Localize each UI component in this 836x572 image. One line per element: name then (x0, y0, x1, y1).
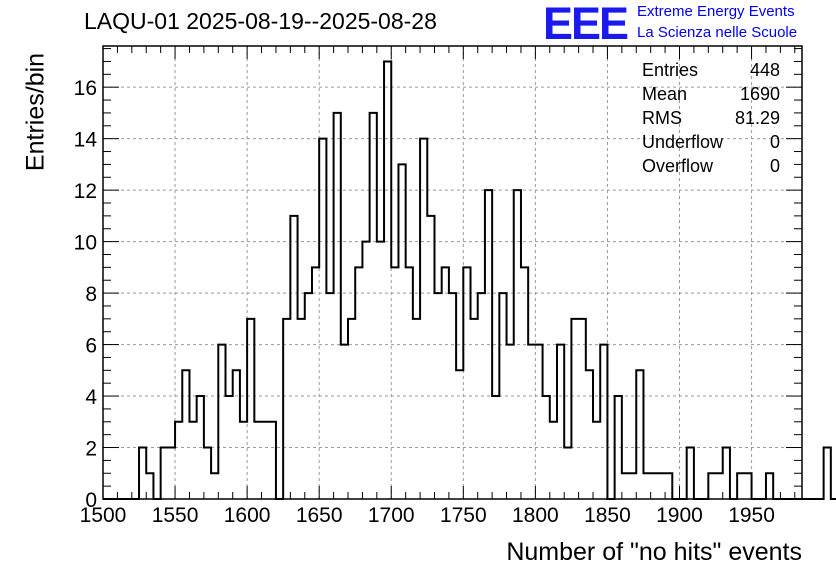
y-tick-label: 2 (85, 438, 97, 461)
y-tick-label: 12 (74, 180, 97, 203)
stats-box: Entries 448 Mean 1690 RMS 81.29 Underflo… (642, 58, 780, 178)
stat-entries-label: Entries (642, 60, 699, 80)
stat-underflow-label: Underflow (642, 132, 724, 152)
x-tick-label: 1750 (440, 504, 487, 527)
tick-labels: 1500 1550 1600 1650 1700 1750 1800 1850 1900 1950… (74, 77, 775, 527)
stat-mean-label: Mean (642, 84, 688, 104)
y-tick-label: 10 (74, 232, 97, 255)
stat-entries-value: 448 (749, 60, 780, 80)
x-tick-label: 1550 (152, 504, 199, 527)
stat-rms: RMS 81.29 (642, 106, 780, 130)
y-tick-label: 6 (85, 335, 97, 358)
x-tick-label: 1900 (656, 504, 703, 527)
plot-frame (102, 45, 803, 500)
y-tick-label: 0 (85, 489, 97, 512)
y-tick-label: 16 (74, 77, 97, 100)
x-tick-label: 1600 (224, 504, 271, 527)
x-tick-label: 1700 (368, 504, 415, 527)
stat-rms-value: 81.29 (734, 108, 780, 128)
eee-logo: EEE (543, 0, 629, 49)
stat-overflow: Overflow 0 (642, 154, 780, 178)
stat-rms-label: RMS (642, 108, 682, 128)
y-tick-label: 14 (74, 129, 98, 152)
x-tick-label: 1850 (584, 504, 631, 527)
logo-subtitle-line2: La Scienza nelle Scuole (637, 24, 798, 41)
x-axis-label: Number of "no hits" events (506, 538, 802, 566)
stat-overflow-value: 0 (769, 156, 780, 176)
stat-entries: Entries 448 (642, 58, 780, 82)
logo-subtitle-line1: Extreme Energy Events (637, 3, 795, 20)
y-axis-label: Entries/bin (21, 52, 50, 172)
y-tick-label: 8 (85, 283, 97, 306)
stat-underflow: Underflow 0 (642, 130, 780, 154)
stat-underflow-value: 0 (769, 132, 780, 152)
stat-overflow-label: Overflow (642, 156, 714, 176)
stat-mean: Mean 1690 (642, 82, 780, 106)
x-tick-label: 1800 (512, 504, 559, 527)
histogram-outline (103, 60, 836, 500)
chart-title: LAQU-01 2025-08-19--2025-08-28 (84, 8, 437, 34)
x-tick-label: 1500 (80, 504, 127, 527)
y-tick-label: 4 (85, 386, 97, 409)
x-tick-label: 1950 (728, 504, 775, 527)
x-tick-label: 1650 (296, 504, 343, 527)
stat-mean-value: 1690 (739, 84, 780, 104)
axis-ticks (102, 46, 802, 500)
